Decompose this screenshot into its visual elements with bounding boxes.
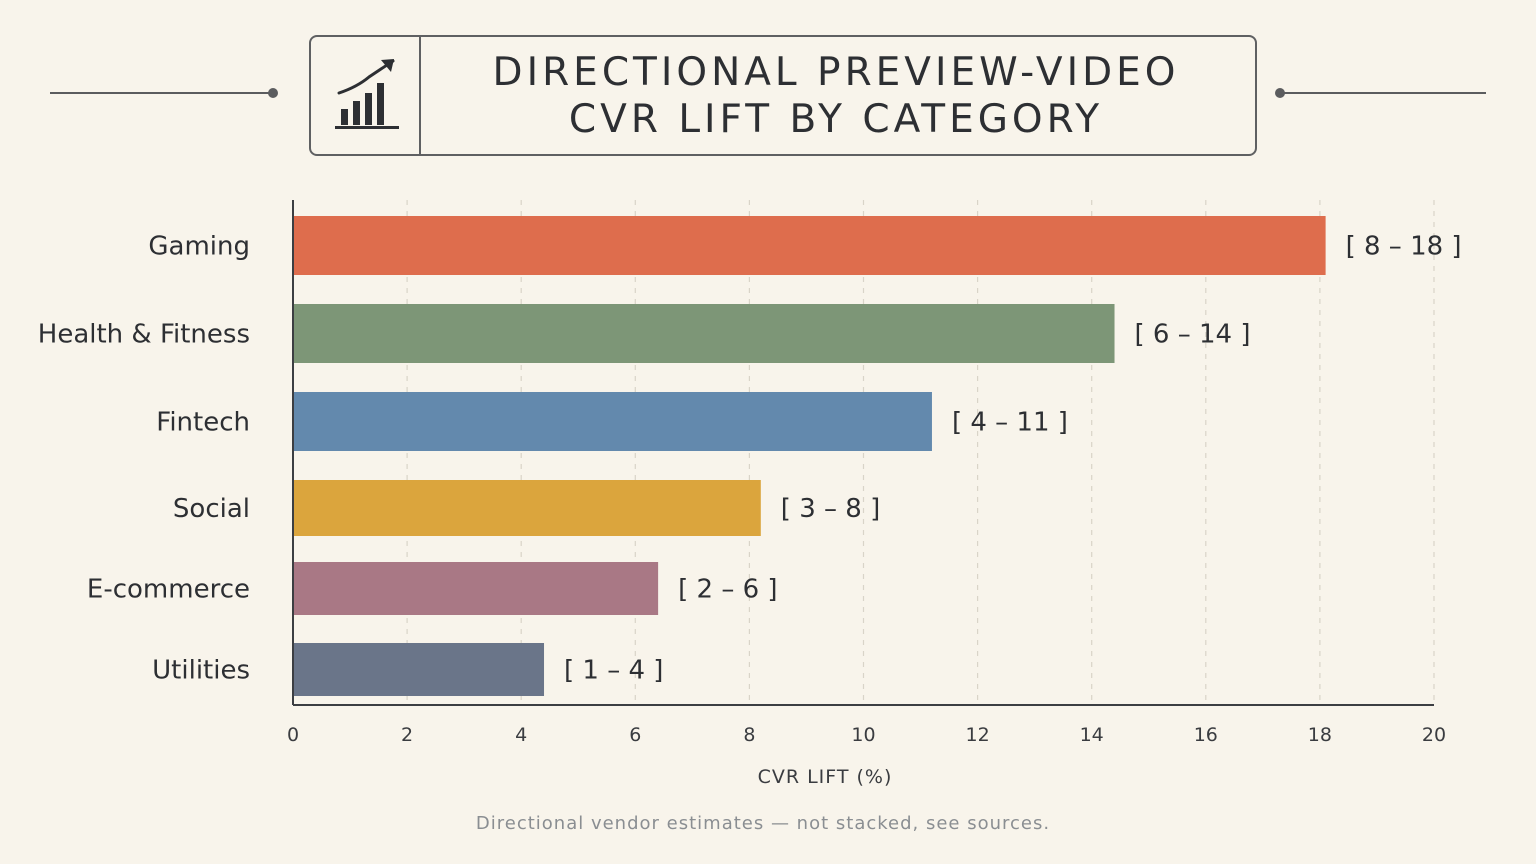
title-rule-left	[50, 92, 272, 94]
bar	[293, 562, 659, 615]
footnote: Directional vendor estimates — not stack…	[475, 813, 1051, 834]
category-label: E-commerce	[87, 575, 250, 605]
title-icon-box	[311, 37, 421, 154]
range-label: [ 1 – 4 ]	[564, 656, 663, 686]
bar-layer	[293, 216, 1326, 696]
axis-layer: 0 2 4 6 8 10 12 14 16 18 20 CVR LIFT (%)	[287, 200, 1446, 788]
category-label: Utilities	[152, 656, 250, 686]
grid-layer	[406, 200, 1435, 705]
title-rule-right	[1282, 92, 1486, 94]
range-label: [ 8 – 18 ]	[1346, 232, 1462, 262]
x-tick-label: 14	[1080, 724, 1104, 746]
range-label: [ 3 – 8 ]	[781, 494, 880, 524]
category-label: Health & Fitness	[38, 320, 250, 350]
bar	[293, 480, 761, 536]
title-rule-right-dot	[1275, 88, 1285, 98]
category-label: Fintech	[156, 408, 250, 438]
label-layer: Gaming [ 8 – 18 ] Health & Fitness [ 6 – 14…	[38, 232, 1462, 686]
x-axis-label: CVR LIFT (%)	[758, 766, 893, 788]
bar	[293, 392, 932, 451]
bar	[293, 304, 1115, 363]
chart-title-line-1: DIRECTIONAL PREVIEW-VIDEO	[492, 50, 1180, 95]
title-rule-left-dot	[268, 88, 278, 98]
range-label: [ 6 – 14 ]	[1135, 320, 1251, 350]
range-label: [ 2 – 6 ]	[678, 575, 777, 605]
x-tick-label: 18	[1308, 724, 1332, 746]
bar-chart-trend-up-icon	[335, 59, 399, 129]
x-tick-label: 4	[515, 724, 527, 746]
x-tick-label: 8	[743, 724, 755, 746]
chart-title-line-2: CVR LIFT BY CATEGORY	[568, 97, 1104, 142]
x-tick-label: 10	[851, 724, 875, 746]
x-tick-label: 0	[287, 724, 299, 746]
range-label: [ 4 – 11 ]	[952, 408, 1068, 438]
bar	[293, 643, 545, 696]
chart-title: DIRECTIONAL PREVIEW-VIDEO CVR LIFT BY CA…	[431, 49, 1241, 145]
x-tick-label: 12	[966, 724, 990, 746]
category-label: Social	[173, 494, 250, 524]
x-tick-label: 20	[1422, 724, 1446, 746]
x-tick-label: 16	[1194, 724, 1218, 746]
x-tick-label: 6	[629, 724, 641, 746]
title-frame: DIRECTIONAL PREVIEW-VIDEO CVR LIFT BY CA…	[309, 35, 1257, 156]
bar	[293, 216, 1326, 275]
x-tick-label: 2	[401, 724, 413, 746]
category-label: Gaming	[148, 232, 250, 262]
